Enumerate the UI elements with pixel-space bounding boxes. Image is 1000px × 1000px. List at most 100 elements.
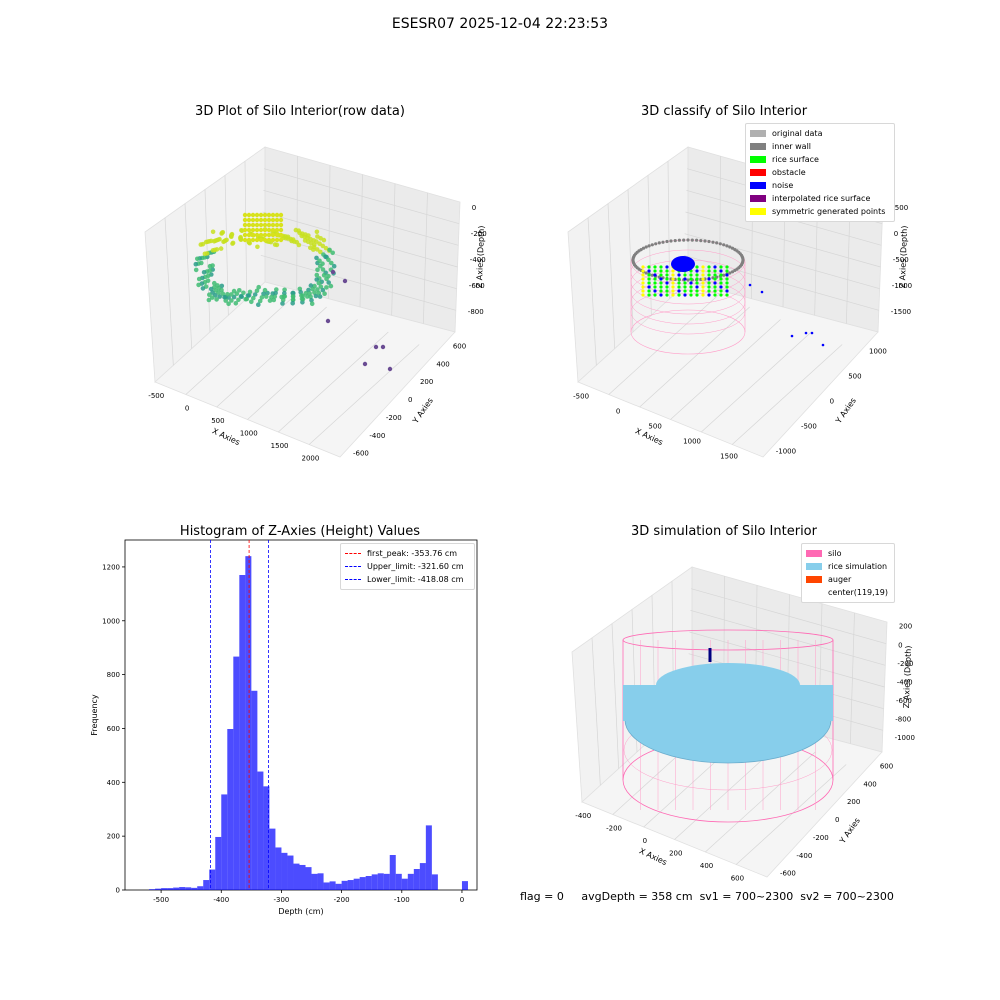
raw-point — [214, 297, 219, 302]
raw-point — [326, 257, 331, 263]
classified-point — [653, 277, 657, 281]
classified-point — [689, 293, 693, 297]
raw-point — [193, 267, 199, 273]
classified-point — [725, 269, 729, 273]
raw-point — [250, 212, 256, 218]
grid-line — [701, 331, 812, 433]
classified-point — [725, 277, 729, 281]
raw-point — [258, 212, 264, 218]
raw-point — [274, 222, 280, 228]
histogram-bar — [227, 729, 234, 890]
classified-point — [695, 293, 699, 297]
classified-point — [713, 273, 717, 277]
classified-point — [659, 285, 663, 289]
inner-wall-point — [730, 270, 735, 274]
raw-point — [315, 267, 320, 273]
y-tick-label: -200 — [813, 834, 829, 842]
simulation-plot-title: 3D simulation of Silo Interior — [631, 524, 817, 539]
x-tick-label: 2000 — [302, 454, 320, 462]
grid-line — [164, 217, 174, 366]
raw-point — [290, 294, 296, 299]
inner-wall-point — [641, 246, 646, 250]
raw-point — [316, 290, 322, 296]
histogram-bar — [155, 888, 162, 890]
legend-item: inner wall — [750, 140, 890, 153]
grid-line — [359, 174, 363, 308]
z-axis-label: Z Axies (Depth) — [902, 645, 913, 708]
raw-point — [323, 254, 328, 259]
x-tick-label: 0 — [616, 408, 620, 416]
classified-point — [695, 277, 699, 281]
y-tick-label: 800 — [107, 671, 120, 679]
raw-point — [226, 301, 231, 307]
classified-point — [719, 269, 723, 273]
histogram-bar — [167, 888, 174, 890]
grid-line — [422, 192, 428, 324]
histogram-bar — [305, 867, 312, 890]
legend-label: noise — [772, 181, 794, 190]
grid-line — [591, 637, 601, 786]
histogram-bar — [203, 880, 210, 890]
legend-item: first_peak: -353.76 cm — [345, 547, 470, 560]
raw-point — [314, 277, 320, 282]
x-tick-label: -300 — [273, 896, 289, 904]
raw-point — [202, 251, 208, 257]
raw-point — [314, 272, 320, 278]
legend-swatch — [806, 576, 822, 583]
classified-point — [695, 269, 699, 273]
raw-point — [314, 229, 320, 235]
inner-wall-point — [730, 246, 735, 250]
classified-point — [665, 265, 669, 269]
raw-point — [282, 287, 287, 293]
inner-wall-point — [686, 238, 690, 242]
classified-point — [719, 293, 723, 297]
raw-point — [195, 256, 200, 262]
histogram-bar — [185, 887, 192, 890]
inner-wall-point — [644, 245, 648, 249]
grid-line — [260, 254, 456, 311]
raw-point — [258, 222, 264, 228]
raw-point — [231, 288, 237, 294]
classified-point — [701, 269, 705, 273]
z-tick-label: 0 — [472, 204, 476, 212]
raw-point — [203, 239, 209, 245]
raw-point — [246, 232, 252, 238]
classified-point — [665, 273, 669, 277]
grid-line — [278, 331, 389, 433]
raw-point — [256, 284, 262, 290]
classified-point — [671, 269, 675, 273]
classified-point — [659, 265, 663, 269]
legend-swatch — [806, 563, 822, 570]
raw-point — [278, 222, 284, 228]
classified-point — [713, 265, 717, 269]
classified-point — [647, 277, 651, 281]
raw-point — [269, 294, 274, 300]
inner-wall-point — [639, 248, 643, 252]
x-tick-label: 0 — [460, 896, 464, 904]
inner-wall-point — [673, 239, 677, 243]
classified-point — [683, 285, 687, 289]
raw-point — [278, 217, 284, 223]
classified-point — [647, 289, 651, 293]
grid-line — [667, 161, 671, 299]
histogram-bar — [401, 878, 408, 890]
raw-point — [252, 292, 258, 297]
legend-item: auger — [806, 573, 890, 586]
raw-point — [274, 217, 280, 223]
legend-label: Upper_limit: -321.60 cm — [367, 562, 464, 571]
classified-point — [641, 281, 645, 285]
classified-point — [707, 273, 711, 277]
noise-point — [810, 331, 814, 335]
grid-line — [587, 217, 597, 366]
z-axis-label: Z Axies (Depth) — [475, 225, 486, 288]
z-tick-label: -1500 — [891, 308, 911, 316]
raw-point — [221, 239, 226, 245]
raw-point — [324, 285, 329, 290]
raw-point — [246, 237, 252, 243]
classify-legend: original data inner wall rice surface obsta… — [745, 123, 895, 222]
inner-wall-point — [657, 241, 661, 245]
classified-point — [659, 293, 663, 297]
raw-point — [290, 301, 296, 306]
legend-item: Upper_limit: -321.60 cm — [345, 560, 470, 573]
